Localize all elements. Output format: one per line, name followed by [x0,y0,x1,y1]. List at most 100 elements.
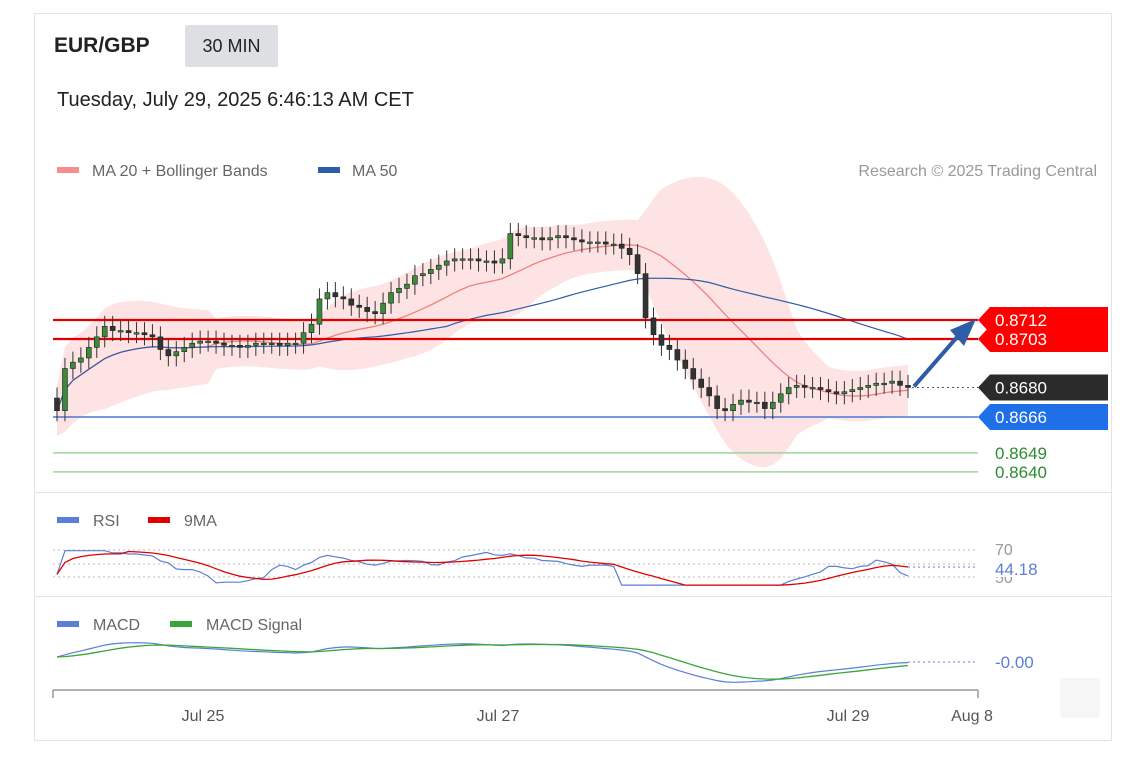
candle [793,374,800,399]
macd-legend-label: MACD [93,617,140,634]
candle [499,248,506,274]
rsi-70-label: 70 [995,542,1013,559]
candle [467,248,474,270]
candle [86,336,92,369]
candle [435,254,442,280]
candle [817,376,824,401]
candle [404,273,410,299]
candle [324,282,331,310]
candle [189,332,196,358]
rsi-panel-divider [35,492,1111,493]
candle [109,315,116,342]
candle [284,332,291,356]
candle [380,292,386,325]
candle [658,324,665,356]
price-badge-label: 0.8703 [995,330,1047,349]
candle [698,368,705,399]
candle [595,231,601,253]
rsi-value-label: 44.18 [995,560,1038,579]
candle [523,225,530,249]
bollinger-band [57,176,908,468]
candle [801,374,808,399]
candle [356,294,363,318]
ma50-legend-label: MA 50 [352,163,397,180]
candle [62,357,68,422]
candle [587,231,593,253]
macd-legend-swatch [57,621,79,627]
price-badge-label: 0.8712 [995,311,1047,330]
candle [340,286,347,310]
credit-text: Research © 2025 Trading Central [858,163,1097,180]
candle [268,332,275,354]
chart-card [34,13,1112,741]
ma50-legend-swatch [318,167,340,173]
timeframe-badge[interactable]: 30 MIN [185,25,278,67]
candle [579,229,585,253]
candle [101,315,108,348]
candle [475,248,482,272]
candle [555,225,561,249]
candle [372,301,378,325]
candle [245,334,251,358]
candle [769,391,776,420]
candle [221,332,227,356]
candle [308,313,315,344]
x-tick-label: Jul 29 [827,708,870,725]
price-badge-0.8649: 0.8649 [995,444,1047,463]
candle [93,326,100,358]
candle [642,263,649,329]
candle [117,320,124,342]
candle [173,341,180,367]
candle [364,296,370,323]
macd-line [56,642,909,683]
candle [674,338,681,371]
candle [292,332,299,354]
candle [650,307,657,346]
candle [690,357,697,390]
candle [388,282,394,314]
candle [260,332,267,354]
candle [412,265,418,295]
candle [547,227,553,251]
candle [420,263,426,287]
candle [70,351,76,380]
candle [539,227,545,251]
candle [276,332,283,356]
candle [666,334,673,361]
ma50-line [56,277,909,411]
price-levels [53,318,978,473]
candle [897,370,903,396]
rsi-legend-swatch [57,517,79,523]
candle [849,379,856,403]
candle [730,393,736,422]
candle [237,334,243,358]
candle [626,237,633,266]
candle [754,391,760,413]
rsi-ma-line [56,550,909,586]
candle [197,330,203,354]
x-tick-label: Jul 25 [182,708,225,725]
candle [563,225,569,249]
candle [459,248,466,270]
price-badge-label: 0.8640 [995,463,1047,482]
macd-signal-legend-swatch [170,621,192,627]
candle [618,233,625,259]
candle [165,338,172,367]
candle [634,244,641,285]
rsi-value-bg [988,559,1052,577]
candle [841,381,848,405]
rsi-ma-legend-label: 9MA [184,513,217,530]
candle [316,288,323,335]
x-tick-label: Aug 8 [951,708,993,725]
price-badge-0.8680: 0.8680 [978,374,1108,401]
macd-signal-legend-label: MACD Signal [206,617,302,634]
candle [507,223,514,270]
candle [205,330,211,352]
candle [531,227,537,249]
forecast-arrow-shaft [912,334,960,388]
candle [133,322,140,344]
expand-corner-button[interactable] [1060,678,1100,718]
candle [300,322,307,354]
